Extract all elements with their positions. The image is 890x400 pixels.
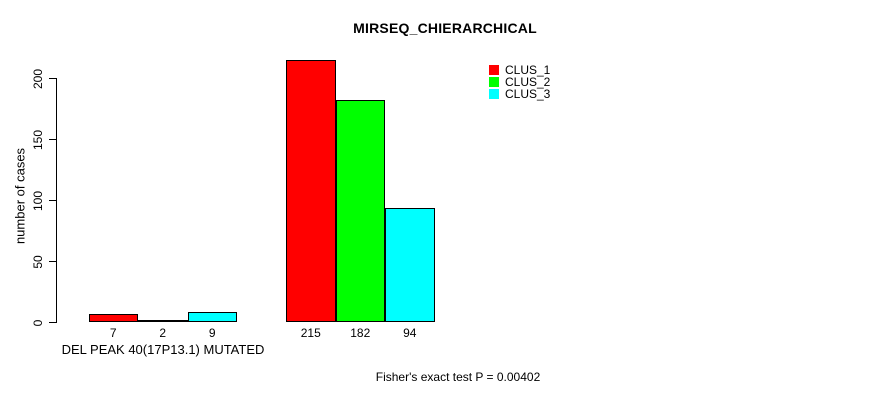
y-tick-label: 50 [31, 254, 45, 269]
legend-swatch-clus_3 [489, 89, 499, 99]
y-tick-label: 0 [31, 319, 45, 326]
footnote-pvalue: Fisher's exact test P = 0.00402 [375, 370, 541, 384]
legend-row: CLUS_3 [489, 88, 550, 100]
bar-value-label: 215 [300, 326, 321, 340]
bar-value-label: 182 [350, 326, 371, 340]
y-tick-mark [49, 261, 57, 262]
legend-swatch-clus_1 [489, 65, 499, 75]
bar-clus_2-group1 [138, 320, 188, 323]
y-tick-mark [49, 139, 57, 140]
x-axis-group-label: DEL PEAK 40(17P13.1) MUTATED [61, 342, 265, 357]
bar-clus_3-group1 [187, 311, 237, 323]
y-tick-label: 200 [31, 68, 45, 89]
legend: CLUS_1 CLUS_2 CLUS_3 [489, 64, 550, 100]
legend-row: CLUS_1 [489, 64, 550, 76]
bar-clus_1-group1 [88, 313, 138, 323]
bar-value-label: 9 [208, 326, 216, 340]
legend-label: CLUS_1 [505, 63, 551, 77]
bar-value-label: 7 [109, 326, 117, 340]
y-tick-mark [49, 200, 57, 201]
legend-label: CLUS_3 [505, 87, 551, 101]
y-tick-label: 150 [31, 129, 45, 150]
bar-clus_2-group2 [335, 100, 385, 323]
y-axis-label: number of cases [12, 147, 28, 245]
legend-swatch-clus_2 [489, 77, 499, 87]
chart-title: MIRSEQ_CHIERARCHICAL [353, 20, 537, 36]
bar-value-label: 94 [403, 326, 417, 340]
bar-clus_1-group2 [286, 60, 336, 323]
y-tick-mark [49, 78, 57, 79]
bar-value-label: 2 [159, 326, 167, 340]
bar-clus_3-group2 [385, 207, 435, 323]
legend-row: CLUS_2 [489, 76, 550, 88]
y-tick-mark [49, 322, 57, 323]
y-tick-label: 100 [31, 190, 45, 211]
legend-label: CLUS_2 [505, 75, 551, 89]
